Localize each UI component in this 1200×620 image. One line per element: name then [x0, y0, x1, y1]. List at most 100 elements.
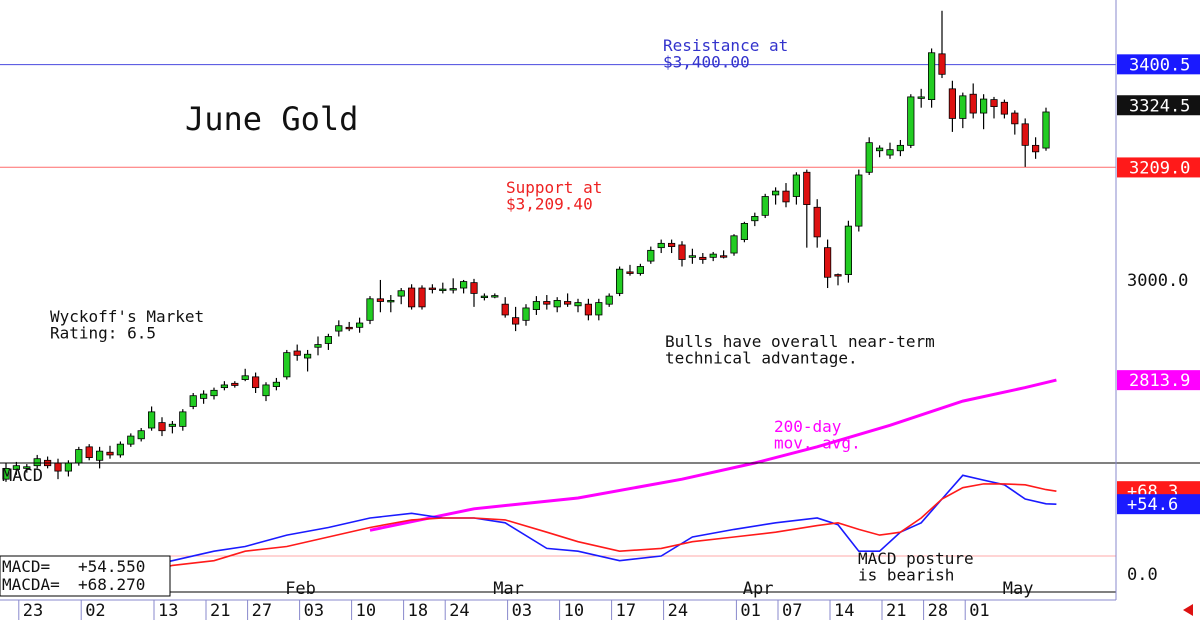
bulls-annotation: technical advantage.: [665, 349, 858, 368]
price-badge: 3209.0: [1117, 157, 1200, 178]
candle: [251, 372, 260, 394]
support-annotation: $3,209.40: [506, 195, 593, 214]
candle-body: [127, 435, 135, 445]
chart-title: June Gold: [185, 100, 358, 138]
candle: [470, 278, 478, 307]
candle: [106, 445, 114, 459]
candle-body: [75, 449, 83, 464]
candle-body: [772, 190, 780, 196]
readout-value: +68.270: [78, 575, 145, 594]
candle-body: [678, 244, 686, 260]
candle-body: [1011, 112, 1019, 125]
candle-body: [418, 287, 426, 308]
candle: [491, 293, 499, 299]
candle-body: [449, 288, 457, 291]
day-label: 17: [616, 601, 636, 620]
candle: [616, 266, 624, 297]
candle: [917, 88, 925, 108]
candle-body: [241, 375, 249, 380]
candle: [418, 285, 426, 310]
candle: [366, 296, 374, 325]
candle: [324, 333, 333, 350]
day-label: 01: [969, 601, 989, 620]
candle: [345, 321, 353, 332]
candle-body: [709, 253, 717, 258]
candle-body: [855, 174, 863, 227]
candle: [241, 368, 249, 382]
day-label: 21: [210, 601, 230, 620]
price-badge: 2813.9: [1117, 370, 1200, 391]
candle: [990, 96, 998, 119]
candle: [397, 288, 405, 305]
macd-panel: MACD: [0, 466, 1116, 586]
candle: [1000, 99, 1009, 119]
candle-body: [1042, 111, 1050, 149]
candle-body: [220, 384, 228, 389]
candle-body: [106, 451, 114, 456]
day-label: 07: [782, 601, 802, 620]
month-label: May: [1003, 579, 1034, 599]
price-panel: [0, 10, 1116, 532]
macd-readout: MACD= +54.550 MACDA= +68.270: [0, 555, 171, 597]
candle: [262, 382, 270, 402]
candle: [2, 463, 10, 482]
candle-body: [210, 389, 218, 397]
candle-body: [480, 295, 489, 299]
candle-body: [137, 430, 145, 440]
candle: [12, 461, 20, 475]
price-badge-label: 3324.5: [1129, 96, 1190, 116]
candle-body: [844, 225, 853, 275]
candle-body: [12, 465, 20, 470]
candle-body: [428, 287, 437, 290]
candle: [803, 169, 811, 248]
candle: [782, 183, 790, 208]
candle-body: [293, 350, 301, 356]
macd-annotation: MACD posture: [858, 549, 974, 568]
month-label: Apr: [743, 579, 774, 599]
candle-body: [33, 458, 41, 467]
scroll-left-icon[interactable]: [1183, 604, 1193, 616]
day-label: 13: [158, 601, 178, 620]
candle: [605, 293, 613, 307]
day-label: 03: [304, 601, 324, 620]
candle-body: [522, 307, 530, 321]
candle-body: [657, 242, 665, 249]
candle: [428, 284, 437, 294]
candle-body: [917, 96, 925, 99]
candle-body: [189, 395, 197, 407]
candle: [574, 298, 582, 313]
candle-body: [64, 462, 72, 472]
candle-body: [636, 266, 645, 274]
candle-body: [865, 142, 873, 173]
resistance-annotation: Resistance at: [663, 36, 788, 55]
candle-body: [1000, 101, 1009, 115]
candle-body: [355, 322, 364, 328]
candle: [512, 306, 520, 332]
price-badge-box: [1117, 54, 1200, 75]
candle-body: [834, 274, 842, 277]
candle-body: [470, 282, 478, 294]
candle: [1042, 107, 1050, 151]
candle-body: [262, 384, 270, 397]
candle-body: [491, 295, 499, 298]
candle-body: [116, 443, 124, 456]
candle-body: [876, 147, 884, 152]
day-label: 01: [740, 601, 760, 620]
candle-body: [668, 242, 676, 247]
candle: [844, 220, 853, 283]
candle: [896, 139, 905, 157]
candle: [834, 273, 842, 286]
candle: [168, 421, 176, 434]
candle: [199, 390, 208, 404]
candle-body: [366, 298, 374, 321]
macd-badge-label: +54.6: [1127, 495, 1178, 515]
price-badge-label: 3209.0: [1129, 158, 1190, 178]
candle: [730, 234, 738, 256]
candle: [709, 251, 717, 262]
day-label: 18: [408, 601, 428, 620]
candle-body: [605, 295, 613, 305]
candle-body: [647, 249, 655, 262]
candle-body: [751, 216, 759, 222]
price-badge-box: [1117, 157, 1200, 178]
candle: [210, 387, 218, 400]
